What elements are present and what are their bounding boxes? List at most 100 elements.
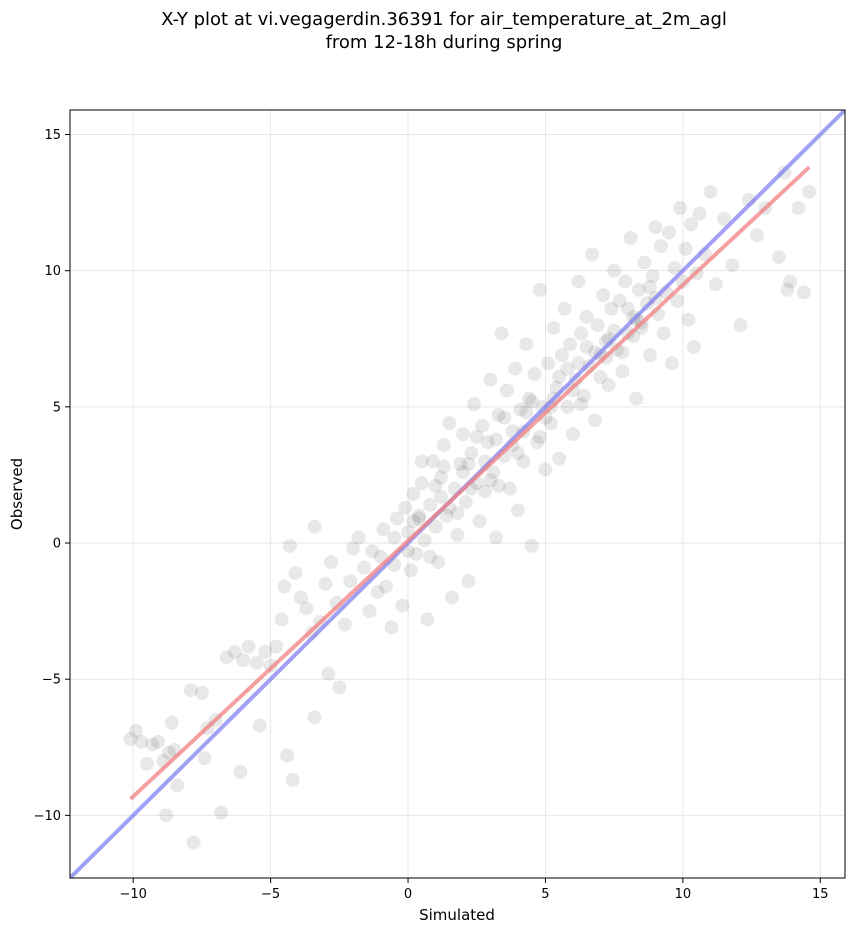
scatter-point <box>703 184 718 199</box>
scatter-point <box>560 399 575 414</box>
scatter-point <box>483 473 498 488</box>
scatter-point <box>662 225 677 240</box>
scatter-point <box>439 508 454 523</box>
y-tick-label: −5 <box>42 673 61 688</box>
scatter-point <box>346 541 361 556</box>
scatter-point <box>475 418 490 433</box>
scatter-point <box>552 369 567 384</box>
scatter-point <box>269 639 284 654</box>
scatter-point <box>332 680 347 695</box>
scatter-point <box>796 285 811 300</box>
scatter-point <box>436 459 451 474</box>
scatter-point <box>480 435 495 450</box>
scatter-point <box>717 211 732 226</box>
scatter-point <box>464 446 479 461</box>
scatter-point <box>128 723 143 738</box>
scatter-point <box>324 555 339 570</box>
scatter-point <box>293 590 308 605</box>
scatter-point <box>615 364 630 379</box>
scatter-point <box>285 772 300 787</box>
scatter-point <box>370 585 385 600</box>
scatter-point <box>483 372 498 387</box>
scatter-point <box>307 710 322 725</box>
scatter-point <box>497 410 512 425</box>
scatter-point <box>653 239 668 254</box>
scatter-point <box>307 519 322 534</box>
scatter-point <box>502 481 517 496</box>
scatter-point <box>631 282 646 297</box>
scatter-point <box>233 764 248 779</box>
scatter-point <box>406 487 421 501</box>
fit-lines <box>70 110 845 878</box>
chart-title: X-Y plot at vi.vegagerdin.36391 for air_… <box>161 9 727 30</box>
scatter-point <box>277 579 292 594</box>
scatter-point <box>524 394 539 409</box>
axis-ticks: −10 −5 0 5 10 15 −10 −5 0 5 10 15 <box>34 128 829 902</box>
scatter-point <box>530 435 545 450</box>
scatter-point <box>461 574 476 589</box>
scatter-point <box>686 339 701 354</box>
scatter-point <box>565 427 580 442</box>
scatter-point <box>423 549 438 564</box>
x-tick-label: 5 <box>541 887 549 902</box>
scatter-point <box>252 718 267 733</box>
scatter-point <box>791 201 806 216</box>
scatter-point <box>274 612 289 627</box>
scatter-point <box>455 427 470 442</box>
scatter-point <box>263 658 278 673</box>
chart-subtitle: from 12-18h during spring <box>326 32 563 53</box>
scatter-point <box>571 274 586 289</box>
x-tick-label: 10 <box>675 887 692 902</box>
scatter-point <box>219 650 234 665</box>
scatter-point <box>612 293 627 308</box>
scatter-point <box>587 413 602 428</box>
scatter-point <box>554 348 569 363</box>
scatter-point <box>420 612 435 627</box>
scatter-point <box>123 732 138 747</box>
scatter-point <box>390 511 405 526</box>
scatter-point <box>431 555 446 570</box>
scatter-point <box>642 280 657 295</box>
scatter-point <box>321 666 336 681</box>
scatter-point <box>560 361 575 376</box>
scatter-point <box>450 527 465 542</box>
scatter-point <box>458 495 473 510</box>
scatter-point <box>667 260 682 275</box>
scatter-point <box>675 274 690 289</box>
scatter-point <box>145 737 160 752</box>
y-tick-label: 0 <box>53 537 61 552</box>
scatter-point <box>423 497 438 512</box>
scatter-point <box>532 429 547 444</box>
scatter-point <box>648 220 663 235</box>
scatter-point <box>299 601 314 616</box>
scatter-point <box>442 416 457 431</box>
scatter-point <box>414 476 429 491</box>
scatter-point <box>681 312 696 327</box>
plot-frame <box>69 109 846 879</box>
scatter-point <box>772 250 787 265</box>
scatter-point <box>656 326 671 341</box>
y-tick-label: 15 <box>44 128 61 143</box>
scatter-point <box>318 576 333 591</box>
scatter-point <box>194 685 209 700</box>
scatter-point <box>620 301 635 316</box>
scatter-point <box>434 489 449 504</box>
scatter-point <box>417 533 432 548</box>
scatter-point <box>425 454 440 469</box>
scatter-point <box>373 549 388 564</box>
scatter-point <box>519 405 534 420</box>
scatter-point <box>428 519 443 534</box>
scatter-point <box>343 574 358 589</box>
scatter-point <box>384 620 399 635</box>
scatter-point <box>170 778 185 793</box>
scatter-point <box>379 579 394 594</box>
scatter-point <box>288 565 303 580</box>
scatter-point <box>455 465 470 480</box>
scatter-point <box>508 361 523 376</box>
scatter-point <box>461 457 476 472</box>
y-tick-label: 5 <box>53 400 61 415</box>
scatter-point <box>733 318 748 333</box>
scatter-point <box>214 805 229 820</box>
scatter-point <box>510 446 525 461</box>
scatter-point <box>139 756 154 771</box>
